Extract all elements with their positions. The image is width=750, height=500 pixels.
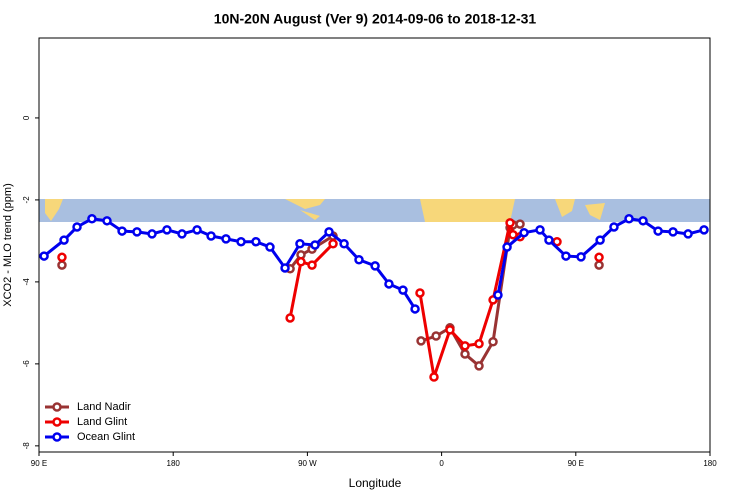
data-point: [474, 361, 484, 371]
data-point: [535, 225, 545, 235]
data-point: [431, 331, 441, 341]
chart-title: 10N-20N August (Ver 9) 2014-09-06 to 201…: [214, 11, 537, 27]
data-point: [117, 226, 127, 236]
data-point: [285, 313, 295, 323]
legend-marker: [52, 417, 62, 427]
plot-frame: [38, 37, 711, 453]
data-point: [384, 279, 394, 289]
data-point: [398, 285, 408, 295]
data-point: [206, 231, 216, 241]
data-point: [594, 260, 604, 270]
y-tick-label: -6: [22, 360, 31, 368]
data-point: [307, 260, 317, 270]
data-point: [87, 214, 97, 224]
data-point: [370, 261, 380, 271]
data-point: [544, 235, 554, 245]
data-point: [638, 216, 648, 226]
data-point: [429, 372, 439, 382]
map-strip: [39, 199, 710, 222]
data-point: [324, 227, 334, 237]
data-point: [410, 304, 420, 314]
y-tick-label: -4: [22, 278, 31, 286]
data-point: [57, 252, 67, 263]
x-tick-label: 180: [703, 459, 717, 468]
data-point: [416, 336, 426, 346]
data-point: [265, 242, 275, 252]
x-tick-label: 90 E: [568, 459, 584, 468]
data-point: [576, 252, 586, 262]
data-point: [519, 227, 529, 238]
data-point: [251, 236, 261, 247]
data-point: [192, 225, 202, 235]
data-point: [295, 239, 305, 249]
data-point: [147, 229, 157, 239]
data-point: [445, 325, 455, 335]
y-tick-label: 0: [22, 115, 31, 120]
data-point: [236, 236, 246, 247]
data-point: [328, 239, 338, 249]
data-point: [57, 260, 67, 270]
legend-label: Land Glint: [77, 416, 127, 428]
data-point: [162, 225, 172, 235]
data-point: [460, 349, 470, 359]
x-axis-label: Longitude: [349, 476, 402, 490]
legend-marker: [52, 402, 62, 412]
data-point: [132, 227, 142, 237]
data-point: [59, 235, 69, 245]
data-point: [493, 290, 503, 300]
data-point: [561, 251, 571, 261]
data-point: [502, 242, 512, 252]
data-point: [683, 229, 693, 239]
x-tick-label: 90 W: [298, 459, 317, 468]
data-point: [653, 226, 663, 236]
y-tick-label: -8: [22, 442, 31, 450]
legend-label: Land Nadir: [77, 401, 131, 413]
legend-marker: [52, 432, 62, 442]
data-point: [594, 252, 604, 263]
data-point: [339, 239, 349, 249]
data-point: [310, 240, 320, 250]
data-point: [552, 236, 562, 247]
data-point: [415, 288, 425, 298]
data-point: [595, 235, 605, 245]
data-point: [221, 234, 231, 244]
data-point: [280, 263, 290, 273]
x-tick-label: 180: [167, 459, 181, 468]
data-point: [296, 257, 306, 267]
y-tick-label: -2: [22, 196, 31, 204]
data-point: [102, 216, 112, 226]
data-point: [488, 336, 498, 347]
data-point: [699, 225, 709, 235]
data-point: [505, 218, 515, 228]
series-line: [288, 234, 334, 270]
data-point: [474, 339, 484, 349]
series-line: [288, 242, 335, 319]
data-point: [515, 219, 525, 229]
y-axis-label: XCO2 - MLO trend (ppm): [2, 183, 14, 306]
data-point: [624, 214, 634, 224]
data-point: [354, 255, 364, 265]
x-tick-label: 0: [439, 459, 444, 468]
data-point: [668, 227, 678, 237]
data-point: [609, 222, 619, 232]
x-tick-label: 90 E: [31, 459, 47, 468]
data-point: [460, 341, 470, 351]
data-point: [39, 251, 49, 261]
legend-label: Ocean Glint: [77, 431, 135, 443]
data-point: [72, 222, 82, 232]
data-point: [177, 229, 187, 239]
